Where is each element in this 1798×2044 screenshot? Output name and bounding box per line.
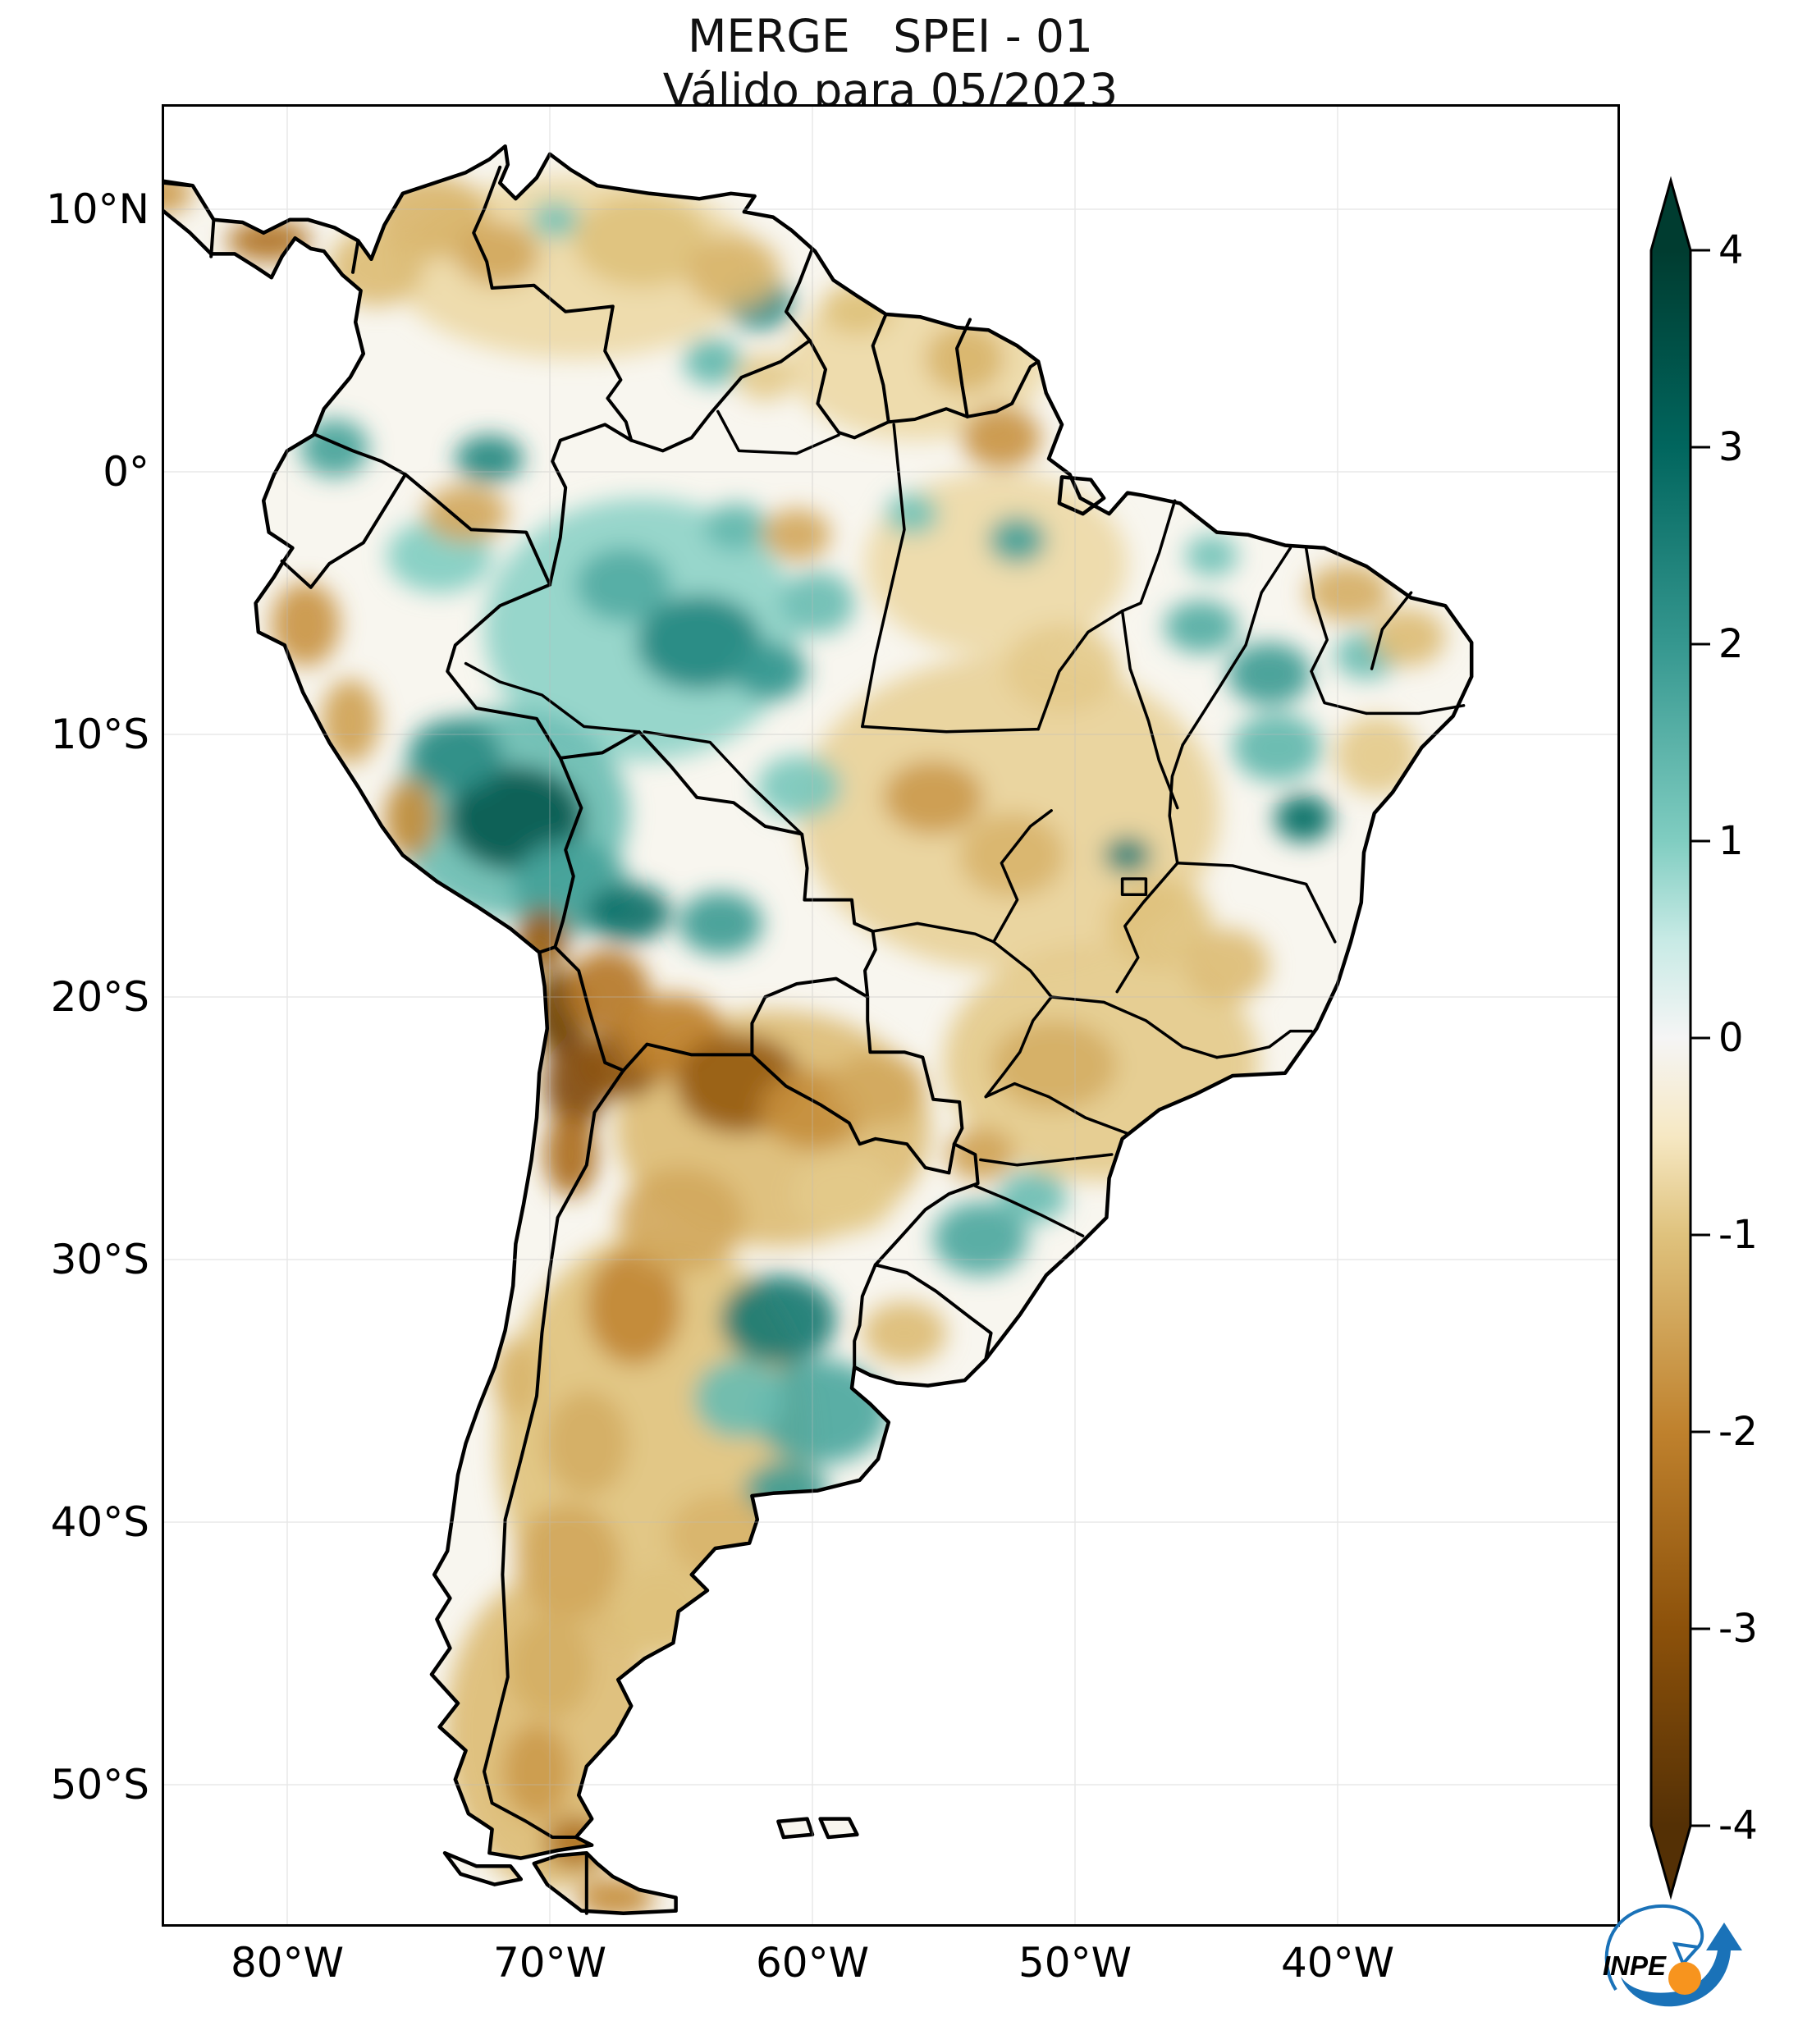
lat-tick-label: 20°S — [50, 973, 149, 1021]
inpe-swoosh-arrow-icon — [1621, 1923, 1742, 2007]
map-axes: INPE — [162, 104, 1742, 2007]
colorbar-tick-label: 4 — [1718, 227, 1744, 273]
graticule — [164, 107, 1617, 1924]
state-borders — [464, 409, 1466, 1237]
lat-tick-label: 10°S — [50, 711, 149, 758]
colorbar-tick-label: -3 — [1718, 1606, 1758, 1652]
inpe-orange-dot-icon — [1668, 1962, 1701, 1995]
lon-tick-label: 80°W — [230, 1939, 345, 1987]
coastline — [164, 144, 1474, 1916]
lat-tick-label: 10°N — [45, 185, 149, 233]
inpe-logo: INPE — [1596, 1898, 1752, 2014]
colorbar-tick-label: -1 — [1718, 1212, 1758, 1258]
map-canvas — [164, 107, 1617, 1924]
colorbar-tick-label: 2 — [1718, 621, 1744, 667]
lon-tick-label: 70°W — [492, 1939, 607, 1987]
continent-shape — [164, 146, 1472, 1914]
colorbar-tick-label: 3 — [1718, 424, 1744, 470]
lat-tick-label: 30°S — [50, 1236, 149, 1283]
colorbar — [1649, 176, 1710, 1900]
colorbar-gradient-bar — [1649, 176, 1692, 1900]
colorbar-tick-label: -2 — [1718, 1409, 1758, 1455]
lat-tick-label: 0° — [103, 448, 149, 496]
lat-tick-label: 50°S — [50, 1761, 149, 1809]
figure-title: MERGE SPEI - 01 — [687, 10, 1094, 62]
colorbar-tick-label: -4 — [1718, 1803, 1758, 1849]
inpe-spiral-arrowhead-icon — [1672, 1941, 1701, 1967]
lat-tick-label: 40°S — [50, 1498, 149, 1546]
colorbar-tick-label: 0 — [1718, 1015, 1744, 1061]
lon-tick-label: 60°W — [755, 1939, 870, 1987]
lon-tick-label: 40°W — [1280, 1939, 1395, 1987]
inpe-logo-text: INPE — [1603, 1950, 1667, 1981]
country-borders — [164, 165, 1041, 1915]
inpe-spiral-arrow-icon — [1604, 1904, 1704, 1991]
colorbar-tick-label: 1 — [1718, 818, 1744, 864]
lon-tick-label: 50°W — [1018, 1939, 1132, 1987]
